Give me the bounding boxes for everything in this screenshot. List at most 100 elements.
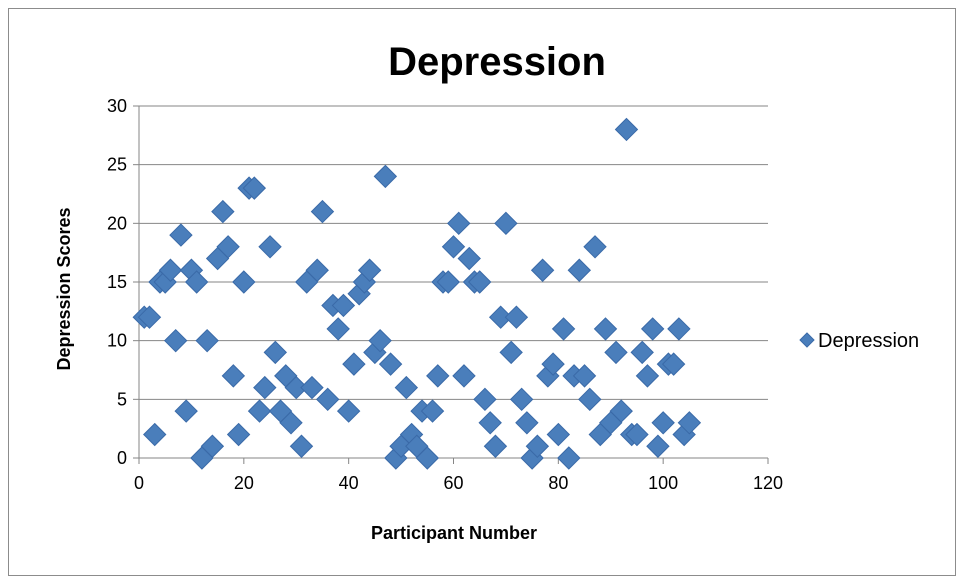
data-point (315, 387, 340, 412)
data-point (452, 364, 476, 388)
data-point (609, 399, 633, 423)
data-point (158, 258, 183, 282)
data-point (305, 258, 329, 282)
x-tick-label: 0 (134, 473, 144, 493)
data-point (200, 434, 225, 458)
data-point (221, 364, 246, 388)
data-point (420, 399, 445, 423)
data-point (667, 317, 691, 341)
data-point (530, 258, 555, 282)
legend-label: Depression (818, 330, 919, 352)
data-point (499, 340, 523, 365)
data-point (336, 399, 361, 423)
data-point (247, 399, 272, 423)
data-point (436, 270, 460, 294)
data-point (541, 352, 565, 376)
x-tick-label: 100 (648, 473, 678, 493)
data-point (504, 305, 529, 329)
x-tick-label: 60 (443, 473, 463, 493)
data-point (284, 375, 308, 400)
data-point (473, 387, 497, 412)
x-tick-label: 80 (548, 473, 568, 493)
data-point (515, 411, 539, 435)
y-axis-label: Depression Scores (54, 207, 74, 370)
y-tick-label: 0 (117, 448, 127, 468)
y-tick-label: 5 (117, 389, 127, 409)
data-point (572, 364, 597, 388)
data-point (578, 387, 602, 412)
data-point (567, 258, 592, 282)
y-tick-label: 15 (107, 272, 127, 292)
data-point (242, 176, 267, 200)
data-points (132, 117, 702, 470)
data-point (163, 328, 188, 353)
data-point (651, 411, 675, 435)
data-point (310, 199, 335, 224)
data-point (137, 305, 162, 329)
data-point (373, 164, 398, 189)
data-point (593, 317, 618, 341)
data-point (546, 422, 571, 447)
data-point (441, 235, 466, 259)
data-point (677, 411, 702, 435)
data-point (143, 422, 167, 447)
data-point (211, 199, 235, 224)
y-tick-label: 25 (107, 155, 127, 175)
data-point (509, 387, 534, 412)
data-point (263, 340, 287, 365)
data-point (630, 340, 654, 365)
x-axis-label: Participant Number (371, 523, 537, 543)
legend: Depression (799, 330, 919, 352)
data-point (494, 211, 518, 236)
data-point (342, 352, 366, 376)
x-tick-label: 40 (339, 473, 359, 493)
data-point (169, 223, 193, 247)
data-point (604, 340, 628, 365)
data-point (525, 434, 550, 458)
y-tick-labels: 0 5 10 15 20 25 30 (107, 96, 127, 468)
data-point (635, 364, 660, 388)
data-point (426, 364, 450, 388)
data-point (483, 434, 508, 458)
data-point (174, 399, 198, 423)
data-point (326, 317, 350, 341)
data-point (184, 270, 209, 294)
data-point (447, 211, 471, 236)
data-point (640, 317, 665, 341)
data-point (457, 246, 481, 271)
data-point (614, 117, 639, 142)
data-point (279, 411, 303, 435)
data-point (646, 434, 670, 458)
data-point (625, 422, 649, 447)
data-point (415, 446, 439, 470)
data-point (488, 305, 513, 329)
axes (133, 105, 769, 464)
data-point (661, 352, 686, 376)
chart-area: Depression 0 5 10 15 20 25 30 0 20 40 60 80 100 120 … (8, 8, 956, 576)
x-tick-label: 20 (234, 473, 254, 493)
data-point (300, 375, 324, 400)
chart-title: Depression (388, 40, 606, 84)
data-point (468, 270, 492, 294)
x-tick-label: 120 (753, 473, 783, 493)
data-point (253, 375, 277, 400)
data-point (289, 434, 314, 458)
data-point (331, 293, 356, 318)
data-point (394, 375, 419, 400)
data-point (378, 352, 403, 376)
legend-marker-diamond (799, 332, 815, 348)
data-point (226, 422, 251, 447)
x-tick-labels: 0 20 40 60 80 100 120 (134, 473, 783, 493)
data-point (258, 235, 282, 259)
data-point (583, 235, 607, 259)
y-tick-label: 30 (107, 96, 127, 116)
data-point (216, 235, 240, 259)
y-tick-label: 20 (107, 213, 127, 233)
y-tick-label: 10 (107, 331, 127, 351)
data-point (478, 411, 502, 435)
data-point (557, 446, 581, 470)
data-point (232, 270, 256, 294)
data-point (195, 328, 219, 353)
data-point (551, 317, 576, 341)
